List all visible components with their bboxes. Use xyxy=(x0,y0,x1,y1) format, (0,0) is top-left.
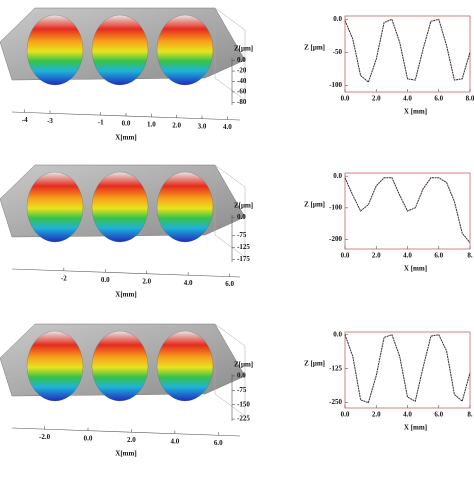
y-tick-label: -200 xyxy=(329,235,342,243)
x-tick-label: 6.0 xyxy=(214,439,223,447)
x-axis-label: X [mm] xyxy=(404,108,427,116)
z-tick-label: -175 xyxy=(237,255,250,263)
x-axis-label: X[mm] xyxy=(115,291,136,299)
x-tick-label: -1 xyxy=(98,119,104,127)
y-tick-label: 0.0 xyxy=(333,330,342,338)
surface-groove xyxy=(91,171,149,243)
z-axis-label: Z[μm] xyxy=(234,45,253,53)
x-tick-label: 4.0 xyxy=(223,123,232,131)
surface-groove xyxy=(26,171,84,243)
y-axis-label: Z [μm] xyxy=(304,360,325,368)
x-tick-label: -3 xyxy=(47,117,53,125)
surface-groove xyxy=(156,171,214,243)
y-tick-label: 0.0 xyxy=(333,172,342,180)
surface-groove xyxy=(26,330,84,402)
profile-line xyxy=(344,177,471,244)
z-tick-label: -20 xyxy=(237,67,247,75)
surface-groove xyxy=(156,14,214,86)
x-axis-label: X [mm] xyxy=(404,424,427,432)
surface-groove xyxy=(156,330,214,402)
x-tick-label: 0.0 xyxy=(84,434,93,442)
z-tick-label: 0.0 xyxy=(237,213,246,221)
x-tick-label: 2.0 xyxy=(372,252,381,260)
x-tick-label: 4.0 xyxy=(170,437,179,445)
x-tick-label: 2.0 xyxy=(127,436,136,444)
surface-box xyxy=(214,164,246,258)
x-tick-label: 6.0 xyxy=(434,252,443,260)
y-axis-label: Z [μm] xyxy=(304,44,325,52)
z-tick-label: -80 xyxy=(237,98,247,106)
surface-box xyxy=(214,7,246,101)
profile-line xyxy=(344,334,471,404)
x-tick-label: 8. xyxy=(467,252,473,260)
surface-groove xyxy=(91,330,149,402)
surface-groove xyxy=(91,14,149,86)
x-tick-label: -2.0 xyxy=(39,433,51,441)
x-tick-label: 0.0 xyxy=(341,252,350,260)
x-tick-label: 6.0 xyxy=(434,411,443,419)
y-tick-label: -100 xyxy=(329,203,342,211)
x-tick-label: 2.0 xyxy=(372,95,381,103)
x-tick-label: 0.0 xyxy=(101,276,110,284)
x-tick-label: 2.0 xyxy=(142,277,151,285)
x-axis xyxy=(11,268,241,278)
y-tick-label: -250 xyxy=(329,398,342,406)
x-axis xyxy=(11,427,241,437)
x-tick-label: 2.0 xyxy=(372,411,381,419)
x-tick-label: 6.0 xyxy=(225,280,234,288)
x-tick-label: 8.0 xyxy=(466,95,474,103)
z-tick-label: -75 xyxy=(237,231,247,239)
x-tick-label: 4.0 xyxy=(184,279,193,287)
x-tick-label: 8. xyxy=(467,411,473,419)
x-tick-label: 0.0 xyxy=(122,120,131,128)
profile-line xyxy=(344,18,471,83)
z-tick-label: -40 xyxy=(237,77,247,85)
x-axis-label: X[mm] xyxy=(115,134,136,142)
z-tick-label: -60 xyxy=(237,88,247,96)
z-tick-label: 0.0 xyxy=(237,372,246,380)
x-axis-label: X[mm] xyxy=(115,450,136,458)
z-tick-label: 0.0 xyxy=(237,56,246,64)
x-axis-label: X [mm] xyxy=(404,265,427,273)
y-tick-label: 0.0 xyxy=(333,15,342,23)
z-axis-label: Z[μm] xyxy=(234,361,253,369)
y-axis-label: Z [μm] xyxy=(304,201,325,209)
surface-box xyxy=(214,323,246,417)
y-tick-label: -50 xyxy=(333,48,343,56)
x-tick-label: 4.0 xyxy=(403,252,412,260)
x-tick-label: 1.0 xyxy=(147,120,156,128)
x-tick-label: 0.0 xyxy=(341,95,350,103)
z-tick-label: -225 xyxy=(237,415,250,423)
surface-groove xyxy=(26,14,84,86)
x-tick-label: 4.0 xyxy=(403,95,412,103)
z-tick-label: -75 xyxy=(237,386,247,394)
x-tick-label: 3.0 xyxy=(198,122,207,130)
x-tick-label: 0.0 xyxy=(341,411,350,419)
x-tick-label: -2 xyxy=(61,274,67,282)
plot-frame xyxy=(344,15,471,93)
z-axis-label: Z[μm] xyxy=(234,202,253,210)
z-tick-label: -125 xyxy=(237,243,250,251)
x-tick-label: 2.0 xyxy=(172,121,181,129)
x-tick-label: 6.0 xyxy=(434,95,443,103)
z-tick-label: -150 xyxy=(237,400,250,408)
y-tick-label: -125 xyxy=(329,364,342,372)
x-tick-label: -4 xyxy=(22,116,28,124)
x-tick-label: 4.0 xyxy=(403,411,412,419)
y-tick-label: -100 xyxy=(329,81,342,89)
